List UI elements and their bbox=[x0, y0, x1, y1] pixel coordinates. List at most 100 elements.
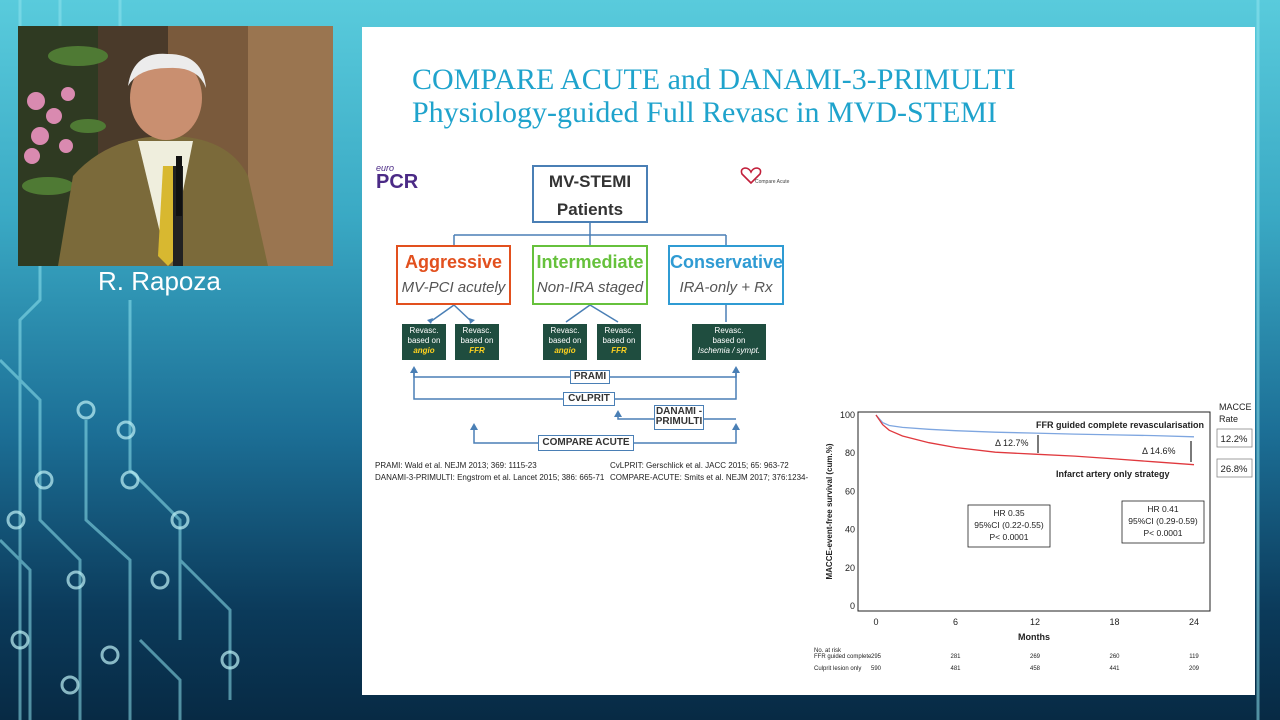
speaker-illustration bbox=[18, 26, 333, 266]
revasc-line: Revasc. bbox=[550, 326, 580, 335]
delta-label: Δ 12.7% bbox=[995, 438, 1029, 448]
revasc-line: based on bbox=[407, 336, 441, 345]
series-label-ffr: FFR guided complete revascularisation bbox=[1036, 420, 1204, 430]
y-tick-label: 40 bbox=[845, 525, 855, 535]
at-risk-row-label: Culprit lesion only bbox=[814, 666, 861, 672]
y-tick-label: 100 bbox=[840, 410, 855, 420]
x-tick-label: 24 bbox=[1189, 617, 1199, 627]
category-subtitle: Non-IRA staged bbox=[536, 279, 644, 296]
revasc-box-ischemia: Revasc. based on Ischemia / sympt. bbox=[692, 324, 766, 360]
category-title: Aggressive bbox=[404, 252, 503, 272]
reference-cvlprit: CvLPRIT: Gerschlick et al. JACC 2015; 65… bbox=[610, 461, 789, 470]
plot-frame bbox=[857, 411, 1211, 612]
km-plot-area: 0 20 40 60 80 100 0 6 12 18 24 Months MACCE-event-fr… bbox=[814, 402, 1253, 672]
europcr-logo: euro PCR bbox=[376, 163, 419, 193]
trial-label-danami-line2: PRIMULTI bbox=[655, 416, 703, 427]
hr-box bbox=[1121, 500, 1205, 544]
revasc-line: Revasc. bbox=[409, 326, 439, 335]
revasc-method: angio bbox=[413, 346, 435, 355]
mv-stemi-line1: MV-STEMI bbox=[548, 172, 632, 191]
reference-danami: DANAMI-3-PRIMULTI: Engstrom et al. Lance… bbox=[375, 473, 605, 482]
macce-rate-value: 12.2% bbox=[1221, 434, 1248, 445]
category-title: Intermediate bbox=[536, 252, 644, 272]
macce-header: Rate bbox=[1219, 414, 1238, 424]
y-tick-label: 20 bbox=[845, 563, 855, 573]
category-title: Conservative bbox=[670, 252, 784, 272]
category-subtitle: IRA-only + Rx bbox=[679, 279, 773, 296]
at-risk-value: 209 bbox=[1189, 666, 1200, 672]
revasc-box-angio: Revasc. based on angio bbox=[543, 324, 587, 360]
hr-value: HR 0.35 bbox=[993, 508, 1024, 518]
speaker-video bbox=[18, 26, 333, 266]
mv-stemi-box: MV-STEMI Patients bbox=[532, 165, 648, 223]
revasc-box-ffr: Revasc. based on FFR bbox=[455, 324, 499, 360]
at-risk-value: 458 bbox=[1030, 666, 1041, 672]
at-risk-value: 260 bbox=[1109, 654, 1120, 660]
hr-ci: 95%CI (0.22-0.55) bbox=[974, 520, 1044, 530]
speaker-name: R. Rapoza bbox=[98, 266, 221, 296]
delta-label: Δ 14.6% bbox=[1142, 446, 1176, 456]
revasc-box-angio: Revasc. based on angio bbox=[402, 324, 446, 360]
reference-compare: COMPARE-ACUTE: Smits et al. NEJM 2017; 3… bbox=[610, 473, 818, 482]
slide-title: COMPARE ACUTE and DANAMI-3-PRIMULTI Phys… bbox=[412, 63, 1016, 129]
revasc-line: Revasc. bbox=[462, 326, 492, 335]
slide-title-line1: COMPARE ACUTE and DANAMI-3-PRIMULTI bbox=[412, 63, 1016, 96]
hr-box bbox=[967, 504, 1051, 548]
hr-p-value: P< 0.0001 bbox=[990, 532, 1029, 542]
hr-ci: 95%CI (0.29-0.59) bbox=[1128, 516, 1198, 526]
hr-value: HR 0.41 bbox=[1147, 504, 1178, 514]
at-risk-value: 119 bbox=[1189, 654, 1199, 660]
x-tick-label: 6 bbox=[953, 617, 958, 627]
revasc-method: FFR bbox=[469, 346, 485, 355]
at-risk-value: 481 bbox=[950, 666, 961, 672]
trial-label-prami: PRAMI bbox=[570, 370, 610, 384]
at-risk-value: 281 bbox=[950, 654, 961, 660]
macce-rate-box bbox=[1216, 428, 1253, 448]
europcr-logo-main: PCR bbox=[376, 171, 419, 193]
europcr-logo-small: euro bbox=[376, 163, 395, 173]
category-subtitle: MV-PCI acutely bbox=[401, 279, 506, 296]
macce-rate-value: 26.8% bbox=[1221, 464, 1248, 475]
at-risk-value: 269 bbox=[1030, 654, 1041, 660]
revasc-line: based on bbox=[460, 336, 494, 345]
x-tick-label: 0 bbox=[873, 617, 878, 627]
trial-label-cvlprit: CvLPRIT bbox=[563, 392, 615, 406]
revasc-method: FFR bbox=[611, 346, 627, 355]
compare-acute-logo: Compare Acute bbox=[740, 167, 789, 190]
revasc-box-ffr: Revasc. based on FFR bbox=[597, 324, 641, 360]
revasc-line: based on bbox=[602, 336, 636, 345]
at-risk-header: No. at risk bbox=[814, 648, 842, 654]
revasc-line: Revasc. bbox=[714, 326, 744, 335]
y-axis-label: MACCE-event-free survival (cum.%) bbox=[825, 443, 834, 579]
at-risk-row-label: FFR guided complete bbox=[814, 654, 872, 660]
series-line-ffr bbox=[875, 414, 1195, 438]
x-tick-label: 12 bbox=[1030, 617, 1040, 627]
macce-rate-box bbox=[1216, 458, 1253, 478]
y-tick-label: 0 bbox=[850, 601, 855, 611]
revasc-method: angio bbox=[554, 346, 576, 355]
revasc-method: Ischemia / sympt. bbox=[697, 346, 761, 355]
x-tick-label: 18 bbox=[1109, 617, 1119, 627]
revasc-line: Revasc. bbox=[604, 326, 634, 335]
slide-title-line2: Physiology-guided Full Revasc in MVD-STE… bbox=[412, 96, 997, 129]
x-axis-label: Months bbox=[1018, 632, 1050, 642]
y-tick-label: 60 bbox=[845, 486, 855, 496]
macce-header: MACCE bbox=[1219, 402, 1252, 412]
revasc-line: based on bbox=[712, 336, 746, 345]
at-risk-value: 441 bbox=[1109, 666, 1120, 672]
trial-label-danami-line1: DANAMI - bbox=[655, 406, 703, 417]
mv-stemi-line2: Patients bbox=[556, 200, 624, 219]
category-aggressive: Aggressive MV-PCI acutely bbox=[396, 245, 511, 305]
at-risk-value: 295 bbox=[871, 654, 882, 660]
trial-label-danami: DANAMI - PRIMULTI bbox=[654, 405, 704, 430]
km-chart: 0 20 40 60 80 100 0 6 12 18 24 Months MACCE-event-fr… bbox=[808, 398, 1255, 680]
compare-acute-logo-text: Compare Acute bbox=[755, 179, 790, 185]
series-label-infarct-only: Infarct artery only strategy bbox=[1056, 469, 1170, 479]
category-conservative: Conservative IRA-only + Rx bbox=[668, 245, 784, 305]
series-line-infarct-only bbox=[875, 414, 1195, 466]
y-tick-label: 80 bbox=[845, 448, 855, 458]
heart-icon bbox=[740, 167, 762, 185]
category-intermediate: Intermediate Non-IRA staged bbox=[532, 245, 648, 305]
at-risk-value: 590 bbox=[871, 666, 882, 672]
